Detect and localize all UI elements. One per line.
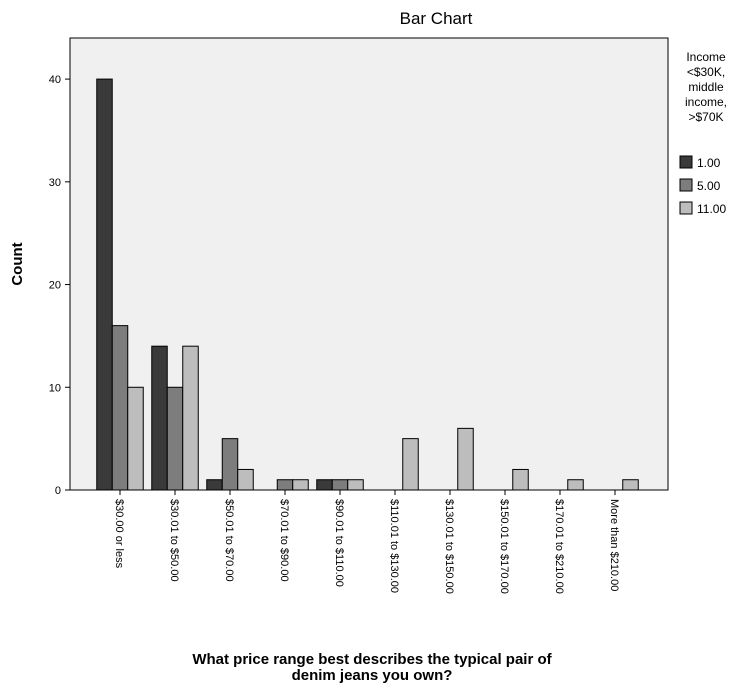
bar-11-00-cat-6 [457, 427, 474, 491]
bar-1-00-cat-1 [151, 345, 168, 491]
legend-title-line-5: >$70K [688, 110, 723, 124]
bar-11-00-cat-2 [237, 468, 254, 491]
legend-label: 5.00 [697, 179, 721, 193]
y-axis: 0 10 20 30 40 [49, 74, 70, 497]
bar-1-00-cat-2 [206, 479, 223, 491]
legend-label: 11.00 [697, 202, 726, 216]
x-axis-title-line-1: What price range best describes the typi… [192, 651, 552, 668]
legend-title-line-1: Income [686, 50, 726, 64]
x-tick-label: $90.01 to $110.00 [333, 499, 345, 587]
x-tick-label: $70.01 to $90.00 [278, 499, 290, 582]
legend-swatch-1-00 [679, 155, 693, 169]
y-tick-label: 10 [49, 382, 61, 394]
x-tick-label: $130.01 to $150.00 [443, 499, 455, 594]
bar-11-00-cat-0 [127, 386, 144, 491]
bar-1-00-cat-0 [96, 78, 113, 491]
x-tick-label: More than $210.00 [608, 499, 620, 591]
legend-title-line-3: middle [688, 80, 724, 94]
bar-5-00-cat-0 [111, 325, 129, 491]
bar-11-00-cat-9 [622, 479, 639, 491]
legend-label: 1.00 [697, 156, 721, 170]
bar-11-00-cat-7 [512, 468, 529, 491]
bar-1-00-cat-4 [316, 479, 333, 491]
bar-11-00-cat-5 [402, 438, 419, 491]
legend-swatch-11-00 [679, 201, 693, 215]
y-tick-label: 0 [55, 485, 61, 497]
bar-5-00-cat-1 [166, 386, 184, 491]
x-axis: $30.00 or less $30.01 to $50.00 $50.01 to … [113, 490, 620, 594]
x-tick-label: $170.01 to $210.00 [553, 499, 565, 594]
x-tick-label: $110.01 to $130.00 [388, 499, 400, 593]
bar-5-00-cat-3 [276, 479, 294, 491]
legend: Income <$30K, middle income, >$70K 1.00 5… [679, 50, 727, 216]
bar-11-00-cat-8 [567, 479, 584, 491]
bar-11-00-cat-1 [182, 345, 199, 491]
x-tick-label: $30.00 or less [113, 499, 125, 569]
y-tick-label: 40 [49, 74, 61, 86]
bar-11-00-cat-4 [347, 479, 364, 491]
bar-5-00-cat-2 [221, 438, 239, 491]
x-tick-label: $50.01 to $70.00 [223, 499, 235, 582]
bar-11-00-cat-3 [292, 479, 309, 491]
legend-title-line-2: <$30K, [687, 65, 725, 79]
x-axis-title-line-2: denim jeans you own? [292, 667, 453, 684]
y-tick-label: 20 [49, 280, 61, 292]
legend-swatch-5-00 [679, 178, 693, 192]
y-tick-label: 30 [49, 177, 61, 189]
y-axis-title: Count [9, 242, 26, 285]
bars [96, 78, 639, 491]
x-tick-label: $150.01 to $170.00 [498, 499, 510, 594]
legend-title-line-4: income, [685, 95, 727, 109]
bar-5-00-cat-4 [331, 479, 349, 491]
x-tick-label: $30.01 to $50.00 [168, 499, 180, 582]
chart-title: Bar Chart [400, 9, 473, 28]
